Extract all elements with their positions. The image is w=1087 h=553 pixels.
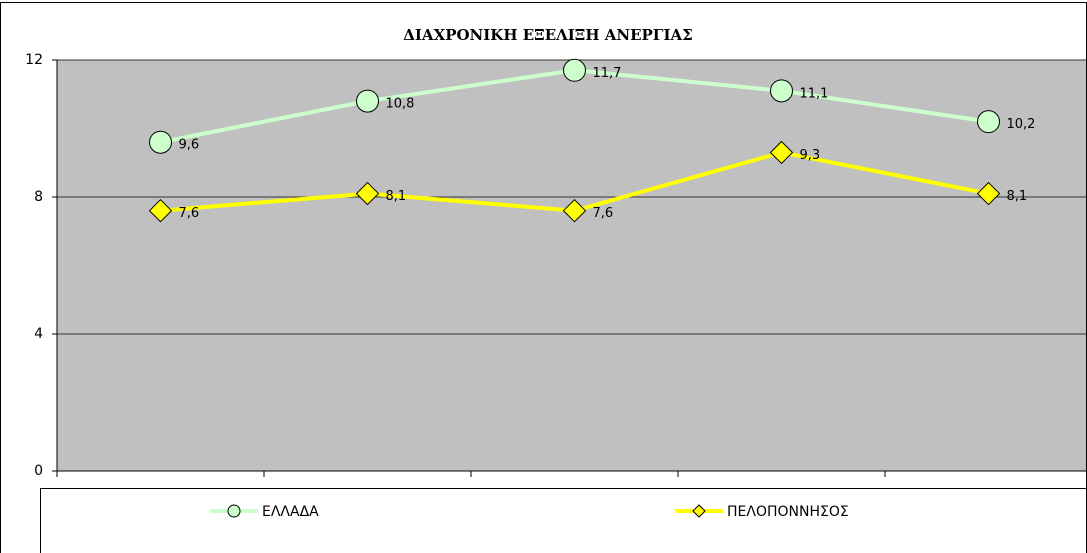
marker bbox=[977, 110, 1000, 134]
marker bbox=[770, 79, 793, 103]
legend-marker bbox=[227, 504, 241, 518]
y-tick-label: 0 bbox=[34, 463, 43, 479]
data-label: 11,1 bbox=[800, 86, 829, 101]
data-label: 9,6 bbox=[179, 138, 200, 153]
legend-marker bbox=[692, 504, 706, 518]
marker bbox=[148, 198, 173, 223]
legend bbox=[40, 488, 1087, 553]
data-label: 10,8 bbox=[386, 97, 415, 112]
marker bbox=[355, 181, 380, 206]
chart-title: ΔΙΑΧΡΟΝΙΚΗ ΕΞΕΛΙΞΗ ΑΝΕΡΓΙΑΣ bbox=[403, 26, 692, 44]
data-label: 10,2 bbox=[1007, 117, 1036, 132]
y-tick-label: 12 bbox=[25, 52, 43, 68]
marker bbox=[356, 89, 379, 113]
marker bbox=[563, 58, 586, 82]
data-label: 8,1 bbox=[1007, 189, 1028, 204]
data-label: 7,6 bbox=[179, 206, 200, 221]
marker bbox=[562, 198, 587, 223]
data-label: 9,3 bbox=[800, 148, 821, 163]
data-label: 7,6 bbox=[593, 206, 614, 221]
marker bbox=[149, 130, 172, 154]
y-tick-label: 8 bbox=[34, 189, 43, 205]
marker bbox=[976, 181, 1001, 206]
marker bbox=[769, 140, 794, 165]
data-label: 11,7 bbox=[593, 66, 622, 81]
y-tick-label: 4 bbox=[34, 326, 43, 342]
plot-area bbox=[57, 60, 1086, 471]
legend-label: ΕΛΛΑΔΑ bbox=[262, 504, 319, 520]
data-label: 8,1 bbox=[386, 189, 407, 204]
legend-label: ΠΕΛΟΠΟΝΝΗΣΟΣ bbox=[727, 504, 849, 520]
